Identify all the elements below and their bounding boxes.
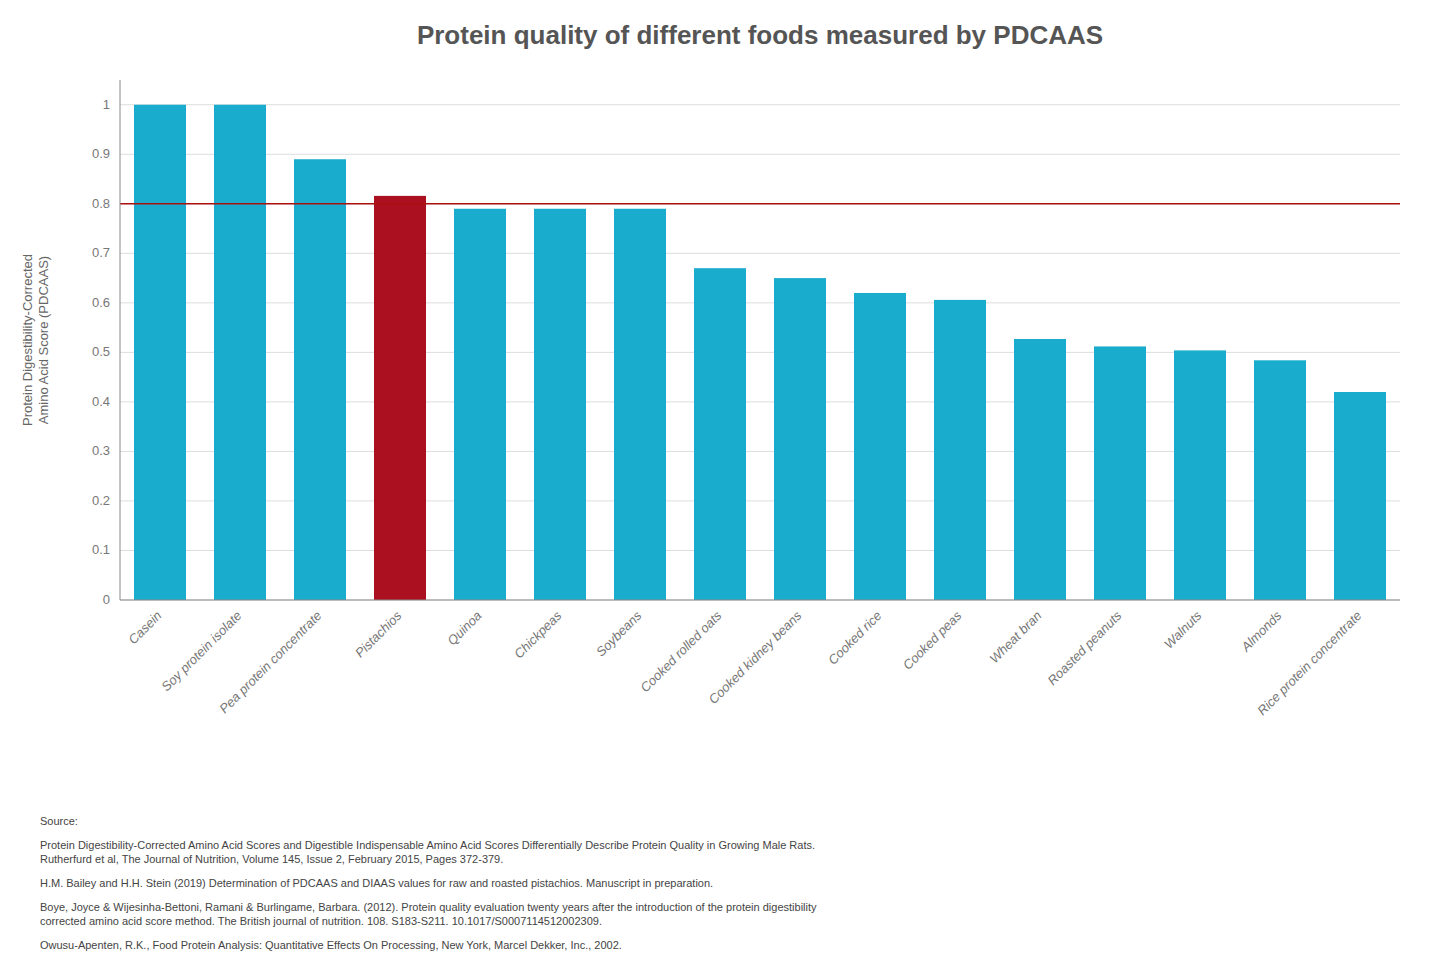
- source-text: Protein Digestibility-Corrected Amino Ac…: [40, 839, 815, 851]
- grid-line: [120, 154, 1400, 155]
- title: Protein quality of different foods measu…: [417, 20, 1103, 50]
- grid-line: [120, 104, 1400, 105]
- source-text: H.M. Bailey and H.H. Stein (2019) Determ…: [40, 877, 713, 889]
- bar: [374, 196, 426, 600]
- y-axis-line: [120, 80, 121, 600]
- grid-line: [120, 203, 1400, 204]
- x-tick-label: Roasted peanuts: [1044, 608, 1124, 688]
- bar: [614, 209, 666, 600]
- grid-line: [120, 600, 1400, 601]
- bar: [1174, 350, 1226, 600]
- chart: Protein quality of different foods measu…: [0, 0, 1429, 961]
- source-text: Owusu-Apenten, R.K., Food Protein Analys…: [40, 939, 622, 951]
- bar: [294, 159, 346, 600]
- y-tick-label: 0.2: [92, 493, 110, 508]
- bar: [454, 209, 506, 600]
- bar: [774, 278, 826, 600]
- x-axis-line: [120, 600, 1400, 601]
- x-tick-label: Almonds: [1237, 608, 1284, 655]
- bar: [1254, 360, 1306, 600]
- bar: [854, 293, 906, 600]
- y-tick-label: 0.3: [92, 443, 110, 458]
- x-tick-label: Cooked peas: [900, 608, 965, 673]
- bar: [1014, 339, 1066, 600]
- x-tick-label: Rice protein concentrate: [1254, 608, 1364, 718]
- bars: [134, 105, 1386, 600]
- y-tick-label: 0.9: [92, 146, 110, 161]
- bar: [1094, 346, 1146, 600]
- x-tick-label: Cooked rolled oats: [637, 608, 725, 696]
- y-tick-label: 0.6: [92, 295, 110, 310]
- source-text: Boye, Joyce & Wijesinha-Bettoni, Ramani …: [40, 901, 817, 913]
- reference-line: [120, 203, 1400, 205]
- bar: [934, 300, 986, 600]
- x-tick-label: Cooked rice: [825, 608, 885, 668]
- x-tick-label: Casein: [125, 608, 164, 647]
- source-text: Rutherfurd et al, The Journal of Nutriti…: [40, 853, 503, 865]
- bar: [694, 268, 746, 600]
- source-text: Source:: [40, 815, 78, 827]
- y-tick-label: 0.1: [92, 542, 110, 557]
- y-tick-label: 0.7: [92, 245, 110, 260]
- source: Source: Protein Digestibility-Corrected A…: [40, 815, 817, 951]
- y-tick-label: 0.4: [92, 394, 110, 409]
- x-tick-label: Quinoa: [444, 608, 484, 648]
- x-tick-label: Walnuts: [1161, 608, 1205, 652]
- bar: [214, 105, 266, 600]
- x-tick-label: Pea protein concentrate: [216, 608, 324, 716]
- bar: [1334, 392, 1386, 600]
- bar: [134, 105, 186, 600]
- x-tick-label: Soy protein isolate: [158, 608, 244, 694]
- y-axis-label: Protein Digestibility-CorrectedAmino Aci…: [20, 254, 51, 426]
- grid: [120, 105, 1400, 600]
- source-text: corrected amino acid score method. The B…: [40, 915, 602, 927]
- y-tick-label: 0.5: [92, 344, 110, 359]
- x-tick-label: Soybeans: [593, 608, 645, 660]
- x-tick-label: Pistachios: [352, 608, 405, 661]
- y-tick-label: 1: [103, 97, 110, 112]
- bar: [534, 209, 586, 600]
- y-tick-label: 0.8: [92, 196, 110, 211]
- y-tick-label: 0: [103, 592, 110, 607]
- x-tick-label: Chickpeas: [511, 608, 565, 662]
- x-tick-label: Wheat bran: [986, 608, 1044, 666]
- x-tick-label: Cooked kidney beans: [706, 608, 805, 707]
